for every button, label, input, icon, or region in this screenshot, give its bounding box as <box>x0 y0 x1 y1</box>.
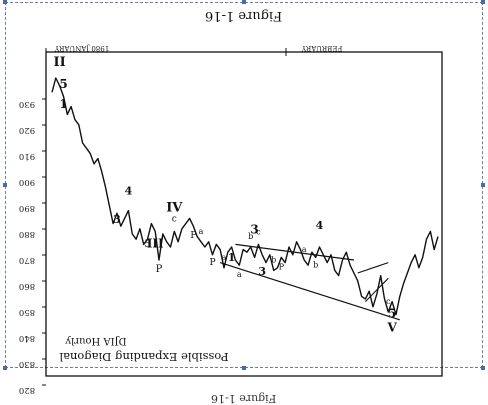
resize-handle-top[interactable] <box>242 0 246 4</box>
wave-label: P <box>156 264 163 275</box>
chart-subtitle: DJIA Hourly <box>65 335 127 346</box>
wave-label: P <box>279 262 285 271</box>
month-axis: 1980 JANUARY FEBRUARY <box>45 44 342 56</box>
resize-handle-top-right[interactable] <box>481 0 485 4</box>
triangle-lower-line <box>364 277 389 302</box>
resize-handle-left[interactable] <box>3 183 7 187</box>
wave-label: 3 <box>113 213 121 226</box>
wave-label: c <box>256 227 261 236</box>
wave-label: V <box>386 321 397 335</box>
y-tick-label: 850 <box>19 307 35 317</box>
month-label: 1980 JANUARY <box>54 44 109 52</box>
selection-frame <box>3 0 485 370</box>
wave-label: 4 <box>125 185 133 198</box>
wave-label: b <box>271 255 276 264</box>
triangle-upper-line <box>357 262 389 274</box>
wave-label: b <box>248 232 253 241</box>
figure-caption-bottom: Figure 1-16 <box>0 392 488 405</box>
y-tick-label: 840 <box>19 333 35 343</box>
wave-label: 3 <box>250 222 258 236</box>
wave-label: P <box>209 258 215 268</box>
wave-label: c <box>172 214 177 224</box>
resize-handle-right[interactable] <box>481 183 485 187</box>
wave-label: 5 <box>388 307 396 321</box>
wave-label: c <box>386 297 391 306</box>
wave-label: 1 <box>228 251 236 264</box>
wave-label: III <box>147 236 164 250</box>
y-tick-label: 890 <box>19 203 35 213</box>
wave-label: a <box>199 227 204 236</box>
wave-label: P <box>190 231 196 241</box>
wave-label: a <box>237 270 242 279</box>
wave-label: 5 <box>59 77 67 91</box>
y-tick-label: 910 <box>19 151 35 161</box>
price-line <box>51 77 439 316</box>
y-tick-label: 820 <box>19 385 35 395</box>
chart-title: Possible Expanding Diagonal <box>59 350 228 364</box>
y-tick-label: 900 <box>19 177 35 187</box>
wave-label: b <box>313 260 318 269</box>
trendline <box>219 262 400 321</box>
wave-label: 5 <box>144 239 150 250</box>
y-axis-ticks: 930920910900890880870860850840830820810 <box>19 98 46 395</box>
trendline <box>235 243 354 261</box>
wave-label: a <box>222 253 227 262</box>
resize-handle-top-left[interactable] <box>3 0 7 4</box>
resize-handle-bottom-right[interactable] <box>481 366 485 370</box>
wave-label: a <box>302 245 307 254</box>
month-label: FEBRUARY <box>301 44 342 52</box>
figure-caption-bottom-text: Figure 1-16 <box>211 392 277 405</box>
y-tick-label: 930 <box>19 99 35 109</box>
resize-handle-bottom[interactable] <box>242 366 246 370</box>
y-tick-label: 870 <box>19 255 35 265</box>
y-tick-label: 860 <box>19 281 35 291</box>
wave-label: 1 <box>59 97 67 111</box>
wave-label: 4 <box>316 219 324 232</box>
y-tick-label: 880 <box>19 229 35 239</box>
trendlines <box>219 243 400 321</box>
wave-label: 3 <box>258 265 266 278</box>
y-tick-label: 830 <box>19 359 35 369</box>
resize-handle-bottom-left[interactable] <box>3 366 7 370</box>
plot-area-border <box>45 51 443 377</box>
price-series <box>51 77 439 316</box>
wave-label: II <box>54 55 66 70</box>
chart-titles: Possible Expanding Diagonal DJIA Hourly <box>59 335 228 364</box>
wave-label: IV <box>166 200 183 215</box>
y-tick-label: 920 <box>19 125 35 135</box>
